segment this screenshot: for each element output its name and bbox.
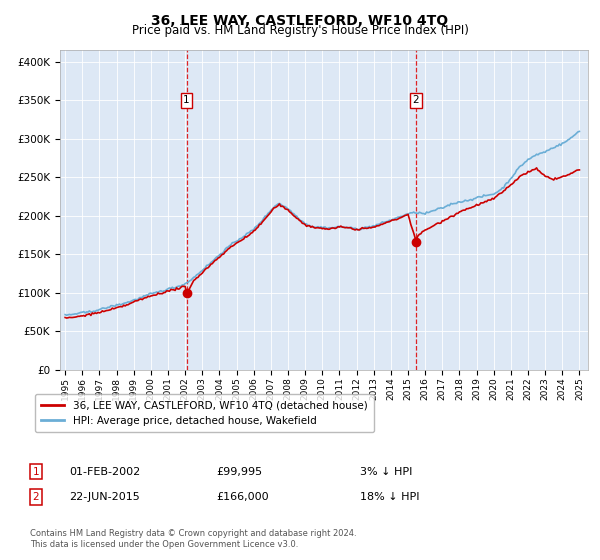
Text: 22-JUN-2015: 22-JUN-2015 bbox=[69, 492, 140, 502]
Text: Price paid vs. HM Land Registry's House Price Index (HPI): Price paid vs. HM Land Registry's House … bbox=[131, 24, 469, 37]
Text: 2: 2 bbox=[32, 492, 40, 502]
Text: Contains HM Land Registry data © Crown copyright and database right 2024.
This d: Contains HM Land Registry data © Crown c… bbox=[30, 529, 356, 549]
Text: £166,000: £166,000 bbox=[216, 492, 269, 502]
Text: 01-FEB-2002: 01-FEB-2002 bbox=[69, 466, 140, 477]
Text: 1: 1 bbox=[183, 95, 190, 105]
Text: 18% ↓ HPI: 18% ↓ HPI bbox=[360, 492, 419, 502]
Text: 1: 1 bbox=[32, 466, 40, 477]
Text: £99,995: £99,995 bbox=[216, 466, 262, 477]
Text: 2: 2 bbox=[413, 95, 419, 105]
Text: 3% ↓ HPI: 3% ↓ HPI bbox=[360, 466, 412, 477]
Text: 36, LEE WAY, CASTLEFORD, WF10 4TQ: 36, LEE WAY, CASTLEFORD, WF10 4TQ bbox=[151, 14, 449, 28]
Legend: 36, LEE WAY, CASTLEFORD, WF10 4TQ (detached house), HPI: Average price, detached: 36, LEE WAY, CASTLEFORD, WF10 4TQ (detac… bbox=[35, 394, 374, 432]
